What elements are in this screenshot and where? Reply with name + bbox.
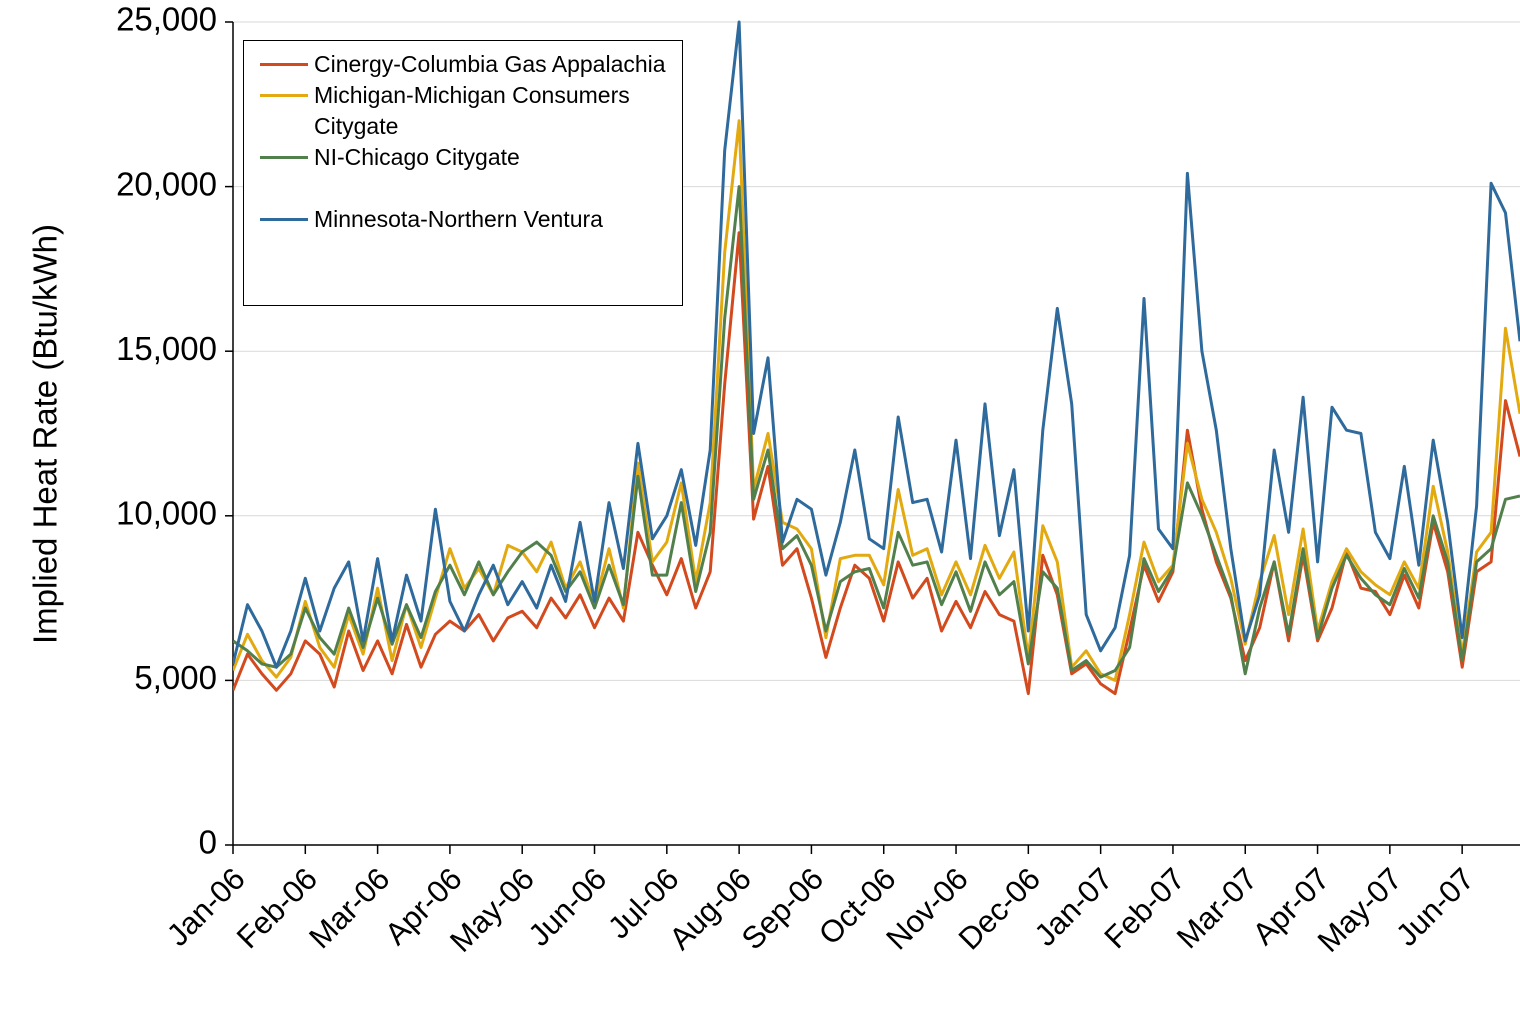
legend: Cinergy-Columbia Gas Appalachia Michigan-… bbox=[243, 40, 683, 306]
legend-label: Cinergy-Columbia Gas Appalachia bbox=[314, 51, 666, 77]
legend-entry: Minnesota-Northern Ventura bbox=[244, 204, 682, 235]
legend-swatch bbox=[260, 156, 308, 159]
y-axis-title: Implied Heat Rate (Btu/kWh) bbox=[27, 224, 64, 644]
y-tick-label: 20,000 bbox=[116, 165, 217, 202]
y-tick-label: 0 bbox=[199, 824, 217, 861]
x-tick-label: Nov-06 bbox=[879, 861, 974, 956]
x-tick-label: Jun-06 bbox=[521, 861, 613, 953]
x-tick-label: Feb-06 bbox=[230, 861, 324, 955]
x-tick-label: Aug-06 bbox=[662, 861, 757, 956]
legend-label: Minnesota-Northern Ventura bbox=[314, 206, 603, 232]
y-tick-label: 15,000 bbox=[116, 330, 217, 367]
x-tick-label: Feb-07 bbox=[1097, 861, 1191, 955]
legend-entry: Michigan-Michigan Consumers Citygate bbox=[244, 80, 682, 142]
legend-entry: NI-Chicago Citygate bbox=[244, 142, 682, 173]
y-tick-label: 10,000 bbox=[116, 495, 217, 532]
legend-swatch bbox=[260, 218, 308, 221]
legend-entry: Cinergy-Columbia Gas Appalachia bbox=[244, 49, 682, 80]
y-tick-label: 5,000 bbox=[134, 659, 217, 696]
x-tick-label: Dec-06 bbox=[952, 861, 1047, 956]
legend-label: NI-Chicago Citygate bbox=[314, 144, 520, 170]
series-line bbox=[233, 185, 1520, 679]
x-tick-label: Sep-06 bbox=[735, 861, 830, 956]
x-tick-label: Mar-06 bbox=[302, 861, 396, 955]
legend-swatch bbox=[260, 63, 308, 66]
legend-swatch bbox=[260, 94, 308, 97]
x-tick-label: Jun-07 bbox=[1389, 861, 1481, 953]
series-line bbox=[233, 20, 1520, 669]
x-tick-label: Mar-07 bbox=[1170, 861, 1264, 955]
y-tick-label: 25,000 bbox=[116, 1, 217, 38]
legend-label: Michigan-Michigan Consumers Citygate bbox=[314, 82, 630, 139]
series-line bbox=[233, 119, 1520, 682]
